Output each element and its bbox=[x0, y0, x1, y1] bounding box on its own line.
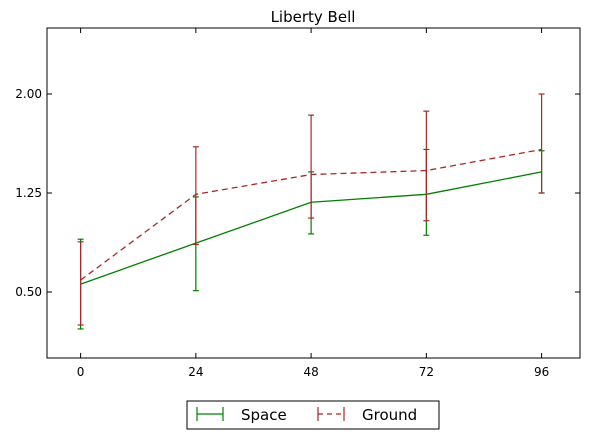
y-tick-label: 1.25 bbox=[15, 186, 42, 200]
y-tick-label: 0.50 bbox=[15, 285, 42, 299]
x-tick-label: 0 bbox=[77, 365, 85, 379]
x-tick-label: 72 bbox=[419, 365, 434, 379]
series-ground bbox=[77, 93, 545, 326]
x-tick-label: 48 bbox=[303, 365, 318, 379]
legend-label-space: Space bbox=[241, 406, 287, 424]
chart-title: Liberty Bell bbox=[271, 8, 356, 26]
legend-label-ground: Ground bbox=[362, 406, 417, 424]
series-line-ground bbox=[80, 148, 542, 281]
legend: Space Ground bbox=[186, 400, 440, 430]
axis-layer: 0.50 1.25 2.00 0 24 48 72 96 bbox=[15, 28, 580, 379]
y-tick-label: 2.00 bbox=[15, 87, 42, 101]
x-tick-label: 24 bbox=[188, 365, 203, 379]
x-tick-label: 96 bbox=[534, 365, 549, 379]
plot-area-frame bbox=[46, 27, 581, 359]
legend-box bbox=[186, 400, 440, 430]
series-layer bbox=[77, 93, 545, 330]
